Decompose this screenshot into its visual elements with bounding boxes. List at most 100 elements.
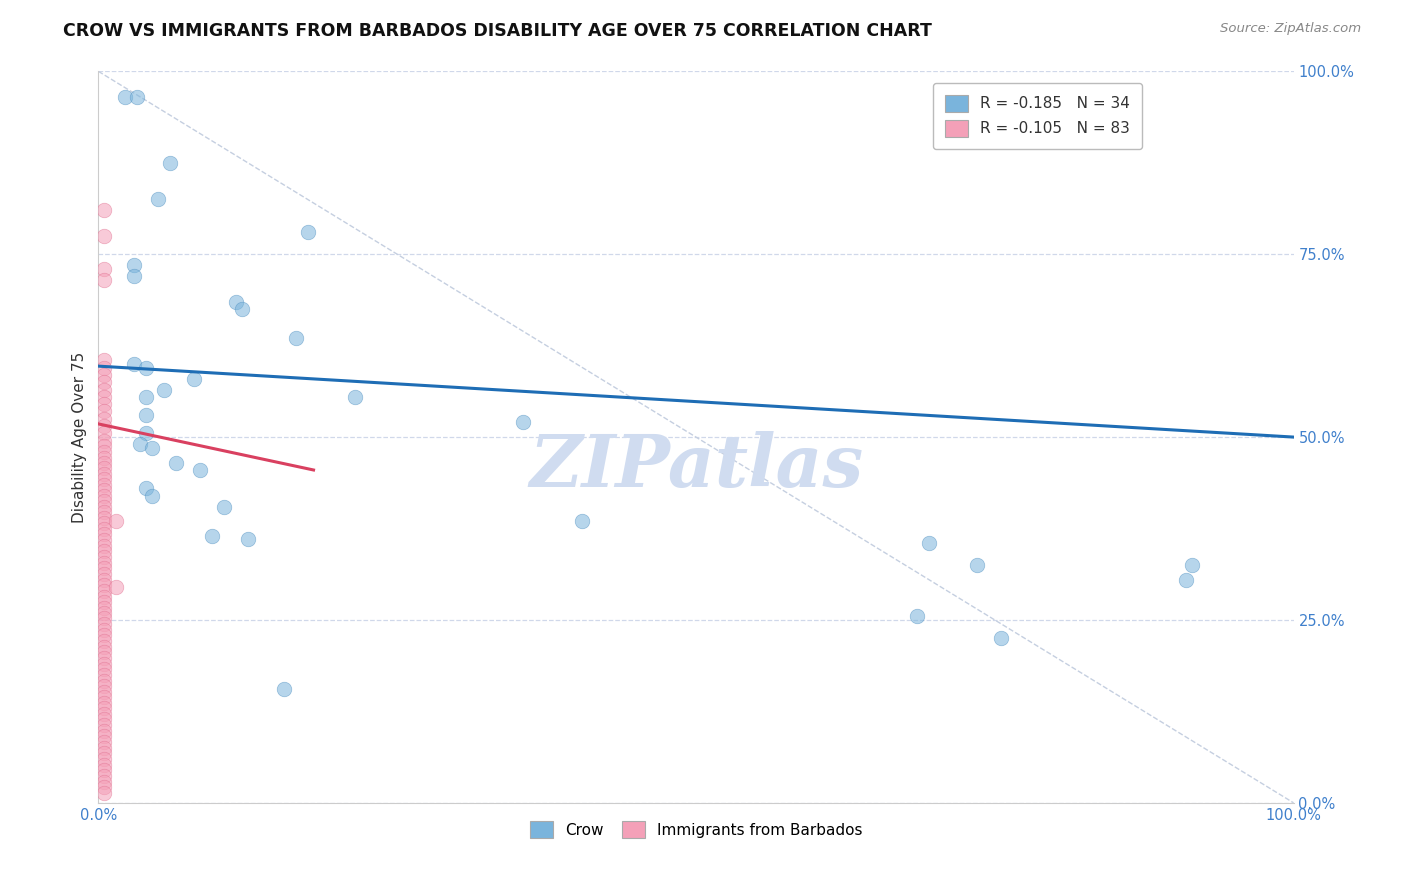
Point (93, 769, 115, 783)
Point (93, 510, 115, 524)
Point (93, 679, 115, 693)
Point (93, 505, 115, 519)
Point (135, 360, 157, 375)
Point (135, 390, 157, 404)
Point (93, 273, 115, 287)
Point (188, 463, 211, 477)
Point (93, 651, 115, 665)
Point (93, 527, 115, 541)
Point (93, 404, 115, 418)
Point (93, 696, 115, 710)
Point (201, 529, 224, 543)
Point (93, 763, 115, 777)
Point (93, 673, 115, 688)
Point (93, 690, 115, 705)
Point (141, 489, 163, 503)
Text: ZIPatlas: ZIPatlas (529, 431, 863, 502)
Point (93, 556, 115, 570)
Point (148, 193, 170, 207)
Point (93, 600, 115, 615)
Point (93, 561, 115, 575)
Point (105, 514, 128, 528)
Point (93, 718, 115, 732)
Point (93, 390, 115, 404)
Y-axis label: Disability Age Over 75: Disability Age Over 75 (72, 351, 87, 523)
Point (183, 371, 205, 385)
Legend: Crow, Immigrants from Barbados: Crow, Immigrants from Barbados (517, 809, 875, 850)
Point (93, 634, 115, 648)
Point (93, 780, 115, 794)
Point (93, 493, 115, 508)
Point (93, 483, 115, 497)
Point (93, 489, 115, 503)
Point (129, 437, 152, 451)
Point (273, 682, 295, 697)
Point (93, 444, 115, 458)
Point (93, 729, 115, 743)
Point (93, 522, 115, 536)
Point (93, 460, 115, 475)
Point (93, 645, 115, 659)
Point (212, 500, 235, 514)
Point (93, 640, 115, 654)
Point (93, 611, 115, 625)
Point (93, 539, 115, 553)
Point (93, 752, 115, 766)
Point (93, 261, 115, 276)
Point (165, 456, 187, 470)
Point (225, 294, 247, 309)
Point (124, 269, 146, 284)
Text: CROW VS IMMIGRANTS FROM BARBADOS DISABILITY AGE OVER 75 CORRELATION CHART: CROW VS IMMIGRANTS FROM BARBADOS DISABIL… (63, 22, 932, 40)
Point (93, 533, 115, 548)
Point (105, 580, 128, 594)
Point (93, 774, 115, 789)
Point (93, 472, 115, 486)
Point (93, 684, 115, 698)
Point (93, 707, 115, 722)
Point (114, 90, 136, 104)
Point (966, 558, 988, 573)
Point (93, 573, 115, 587)
Point (344, 390, 367, 404)
Point (93, 397, 115, 411)
Point (93, 228, 115, 243)
Point (93, 667, 115, 681)
Point (93, 368, 115, 382)
Point (93, 516, 115, 531)
Point (93, 456, 115, 470)
Point (236, 533, 259, 547)
Point (1181, 558, 1204, 573)
Point (93, 590, 115, 604)
Point (512, 416, 534, 430)
Point (93, 578, 115, 592)
Point (124, 258, 146, 272)
Point (297, 225, 319, 239)
Point (93, 628, 115, 642)
Point (93, 500, 115, 514)
Point (93, 617, 115, 632)
Point (93, 450, 115, 465)
Point (93, 594, 115, 608)
Point (990, 632, 1012, 646)
Point (93, 623, 115, 637)
Point (93, 439, 115, 453)
Point (93, 724, 115, 739)
Point (159, 156, 181, 170)
Point (93, 426, 115, 441)
Point (93, 735, 115, 749)
Point (153, 383, 176, 397)
Point (93, 786, 115, 800)
Point (93, 412, 115, 426)
Text: Source: ZipAtlas.com: Source: ZipAtlas.com (1220, 22, 1361, 36)
Point (93, 353, 115, 368)
Point (93, 549, 115, 564)
Point (93, 376, 115, 390)
Point (918, 536, 941, 550)
Point (93, 477, 115, 491)
Point (93, 583, 115, 598)
Point (93, 607, 115, 621)
Point (93, 662, 115, 676)
Point (1175, 573, 1198, 587)
Point (93, 434, 115, 448)
Point (93, 713, 115, 727)
